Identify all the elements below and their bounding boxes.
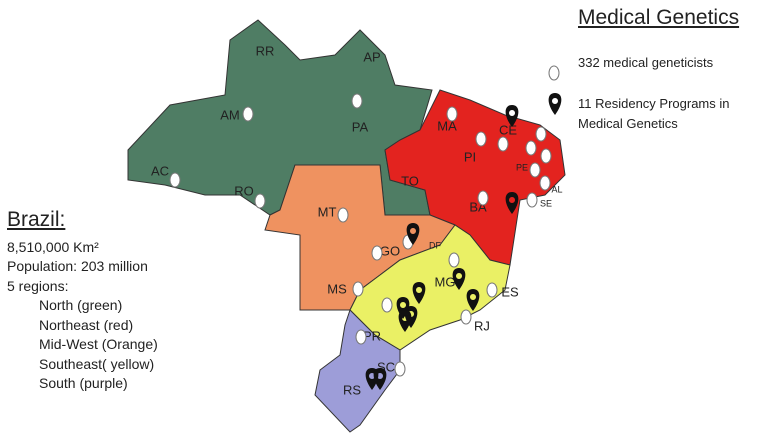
state-label: MT [318,204,337,219]
state-label: SE [540,198,552,208]
legend-item: 11 Residency Programs in Medical Genetic… [578,96,730,131]
region-shape [314,309,401,433]
geneticist-marker [529,162,541,178]
state-label: CE [499,122,517,137]
residency-marker [373,368,387,390]
state-label: AC [151,163,169,178]
state-label: RR [256,43,275,58]
geneticist-marker [535,126,547,142]
info: Brazil: 8,510,000 Km² Population: 203 mi… [7,208,158,394]
state-label: RS [343,382,361,397]
geneticist-marker [254,193,266,209]
geneticist-marker [394,361,406,377]
state-label: MS [327,281,347,296]
residency-marker [505,105,519,127]
state-label: AL [551,184,562,194]
state-label: PI [464,149,476,164]
geneticist-marker [486,282,498,298]
legend-item: 332 medical geneticists [578,55,714,70]
geneticist-marker [242,106,254,122]
geneticist-marker [381,297,393,313]
geneticist-marker [355,329,367,345]
geneticist-marker [526,192,538,208]
state-label: PE [516,162,528,172]
geneticist-marker [351,93,363,109]
residency-marker [406,223,420,245]
geneticist-marker [371,245,383,261]
geneticist-marker [460,309,472,325]
info-line: 8,510,000 Km² [7,238,99,255]
state-label: MG [435,274,456,289]
state-label: DF [429,240,441,250]
residency-marker [505,192,519,214]
residency-marker [548,93,562,115]
geneticist-marker [539,175,551,191]
title: Medical Genetics [578,6,740,29]
info-line: Population: 203 million [7,258,148,274]
geneticist-marker [548,65,560,81]
geneticist-marker [352,281,364,297]
geneticist-marker [475,131,487,147]
info-heading: Brazil: [7,208,66,231]
geneticist-marker [525,140,537,156]
state-label: TO [401,173,419,188]
region-item: Southeast( yellow) [39,355,155,372]
state-label: GO [380,243,400,258]
geneticist-marker [477,190,489,206]
state-label: RJ [474,318,490,333]
region-item: North (green) [39,297,123,313]
geneticist-marker [448,252,460,268]
residency-marker [412,282,426,304]
state-label: AM [220,107,240,122]
region-item: South (purple) [39,375,128,391]
state-label: PR [363,328,381,343]
state-label: PA [352,119,369,134]
geneticist-marker [446,106,458,122]
geneticist-marker [497,136,509,152]
geneticist-marker [337,207,349,223]
state-label: MA [437,118,457,133]
geneticist-marker [540,148,552,164]
state-label: AP [363,49,380,64]
state-label: ES [501,284,519,299]
geneticist-marker [169,172,181,188]
region-item: Northeast (red) [39,316,134,333]
state-label: RO [234,183,254,198]
residency-marker [466,289,480,311]
residency-marker [398,310,412,332]
residency-marker [452,268,466,290]
info-line: 5 regions: [7,277,69,294]
region-item: Mid-West (Orange) [39,336,158,352]
